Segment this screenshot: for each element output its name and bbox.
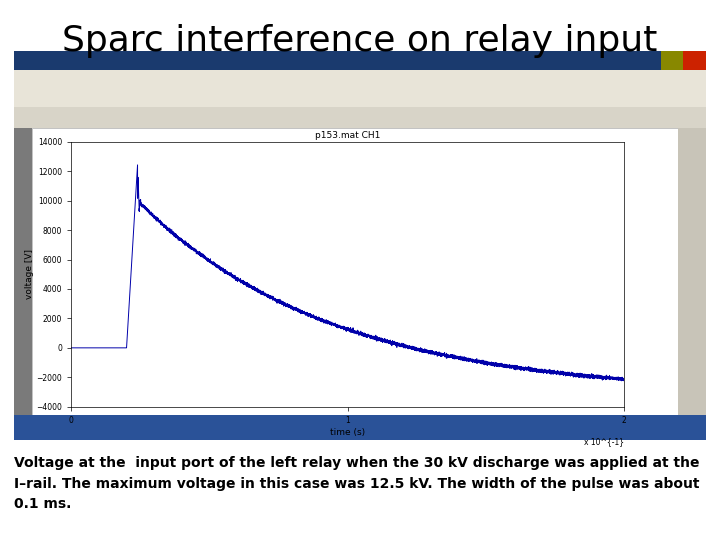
Text: I–rail. The maximum voltage in this case was 12.5 kV. The width of the pulse was: I–rail. The maximum voltage in this case… [14, 477, 700, 491]
X-axis label: time (s): time (s) [330, 428, 365, 436]
Text: Sparc interference on relay input: Sparc interference on relay input [63, 24, 657, 58]
Bar [14, 129, 32, 440]
Bar [14, 107, 706, 129]
Text: 0.1 ms.: 0.1 ms. [14, 497, 72, 511]
Text: x 10^{-1}: x 10^{-1} [584, 437, 624, 446]
Y-axis label: voltage [V]: voltage [V] [24, 249, 34, 299]
Bar [662, 51, 683, 70]
Bar [14, 70, 706, 107]
Text: Voltage at the  input port of the left relay when the 30 kV discharge was applie: Voltage at the input port of the left re… [14, 456, 700, 470]
Bar [683, 51, 706, 70]
Title: p153.mat CH1: p153.mat CH1 [315, 131, 380, 140]
Bar [32, 129, 678, 415]
Bar [14, 415, 706, 440]
Bar [678, 129, 706, 440]
Bar [14, 51, 706, 70]
